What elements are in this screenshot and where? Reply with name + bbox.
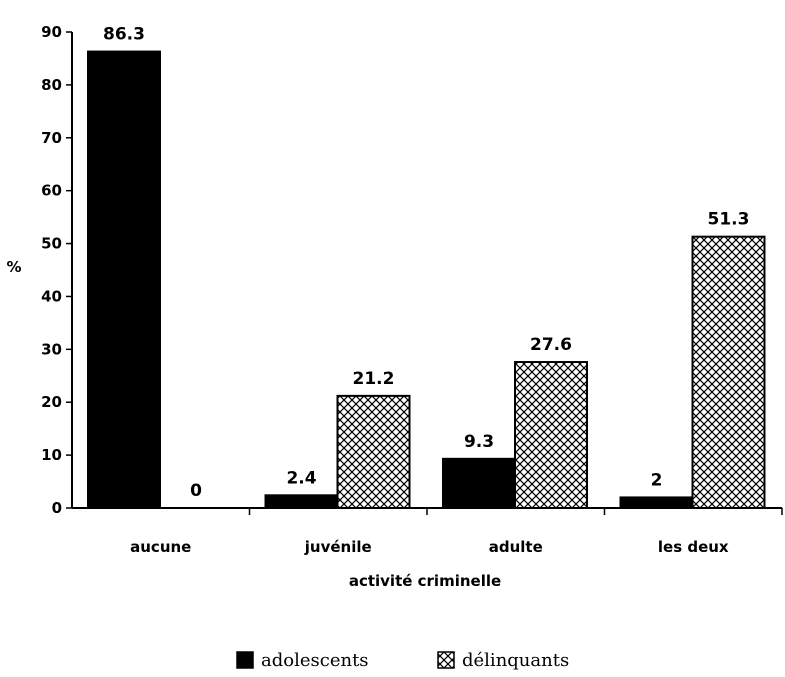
bar-labels: 86.3 0 2.4 21.2 9.3 27.6 2 51.3 (103, 25, 749, 501)
bar-adolescents-2 (442, 457, 516, 509)
data-label: 51.3 (708, 210, 750, 230)
legend-swatch-délinquants (437, 651, 455, 669)
y-axis: 0 10 20 30 40 50 60 70 80 90 (41, 23, 73, 517)
data-label: 86.3 (103, 25, 145, 45)
y-tick-label: 20 (41, 393, 62, 411)
x-tick-label: aucune (130, 538, 191, 556)
legend: adolescents délinquants (236, 650, 569, 671)
y-tick-label: 0 (52, 499, 62, 517)
y-tick-label: 30 (41, 340, 62, 358)
data-label: 27.6 (530, 335, 572, 355)
y-axis-title: % (6, 258, 21, 276)
y-tick-label: 90 (41, 23, 62, 41)
y-tick-label: 60 (41, 182, 62, 200)
data-label: 21.2 (353, 369, 395, 389)
y-tick-label: 10 (41, 446, 62, 464)
bar-adolescents-3 (619, 496, 694, 509)
legend-label: adolescents (261, 650, 369, 671)
bar-adolescents-1 (264, 494, 339, 510)
x-tick-label: les deux (658, 538, 729, 556)
legend-label: délinquants (462, 650, 569, 671)
y-tick-label: 80 (41, 76, 62, 94)
bar-délinquants-3 (691, 235, 766, 509)
bars (87, 50, 766, 510)
data-label: 9.3 (464, 432, 494, 452)
y-tick-label: 70 (41, 129, 62, 147)
bar-délinquants-2 (514, 361, 588, 509)
x-axis-title: activité criminelle (349, 572, 501, 590)
bar-délinquants-1 (336, 394, 411, 509)
y-tick-label: 40 (41, 287, 62, 305)
x-axis: aucune juvénile adulte les deux (72, 507, 783, 556)
data-label: 0 (190, 481, 202, 501)
y-tick-label: 50 (41, 235, 62, 253)
x-tick-label: adulte (489, 538, 543, 556)
bar-adolescents-0 (87, 50, 161, 510)
legend-swatch-adolescents (236, 651, 254, 669)
data-label: 2 (651, 470, 663, 490)
data-label: 2.4 (286, 468, 316, 488)
x-tick-label: juvénile (304, 538, 372, 556)
